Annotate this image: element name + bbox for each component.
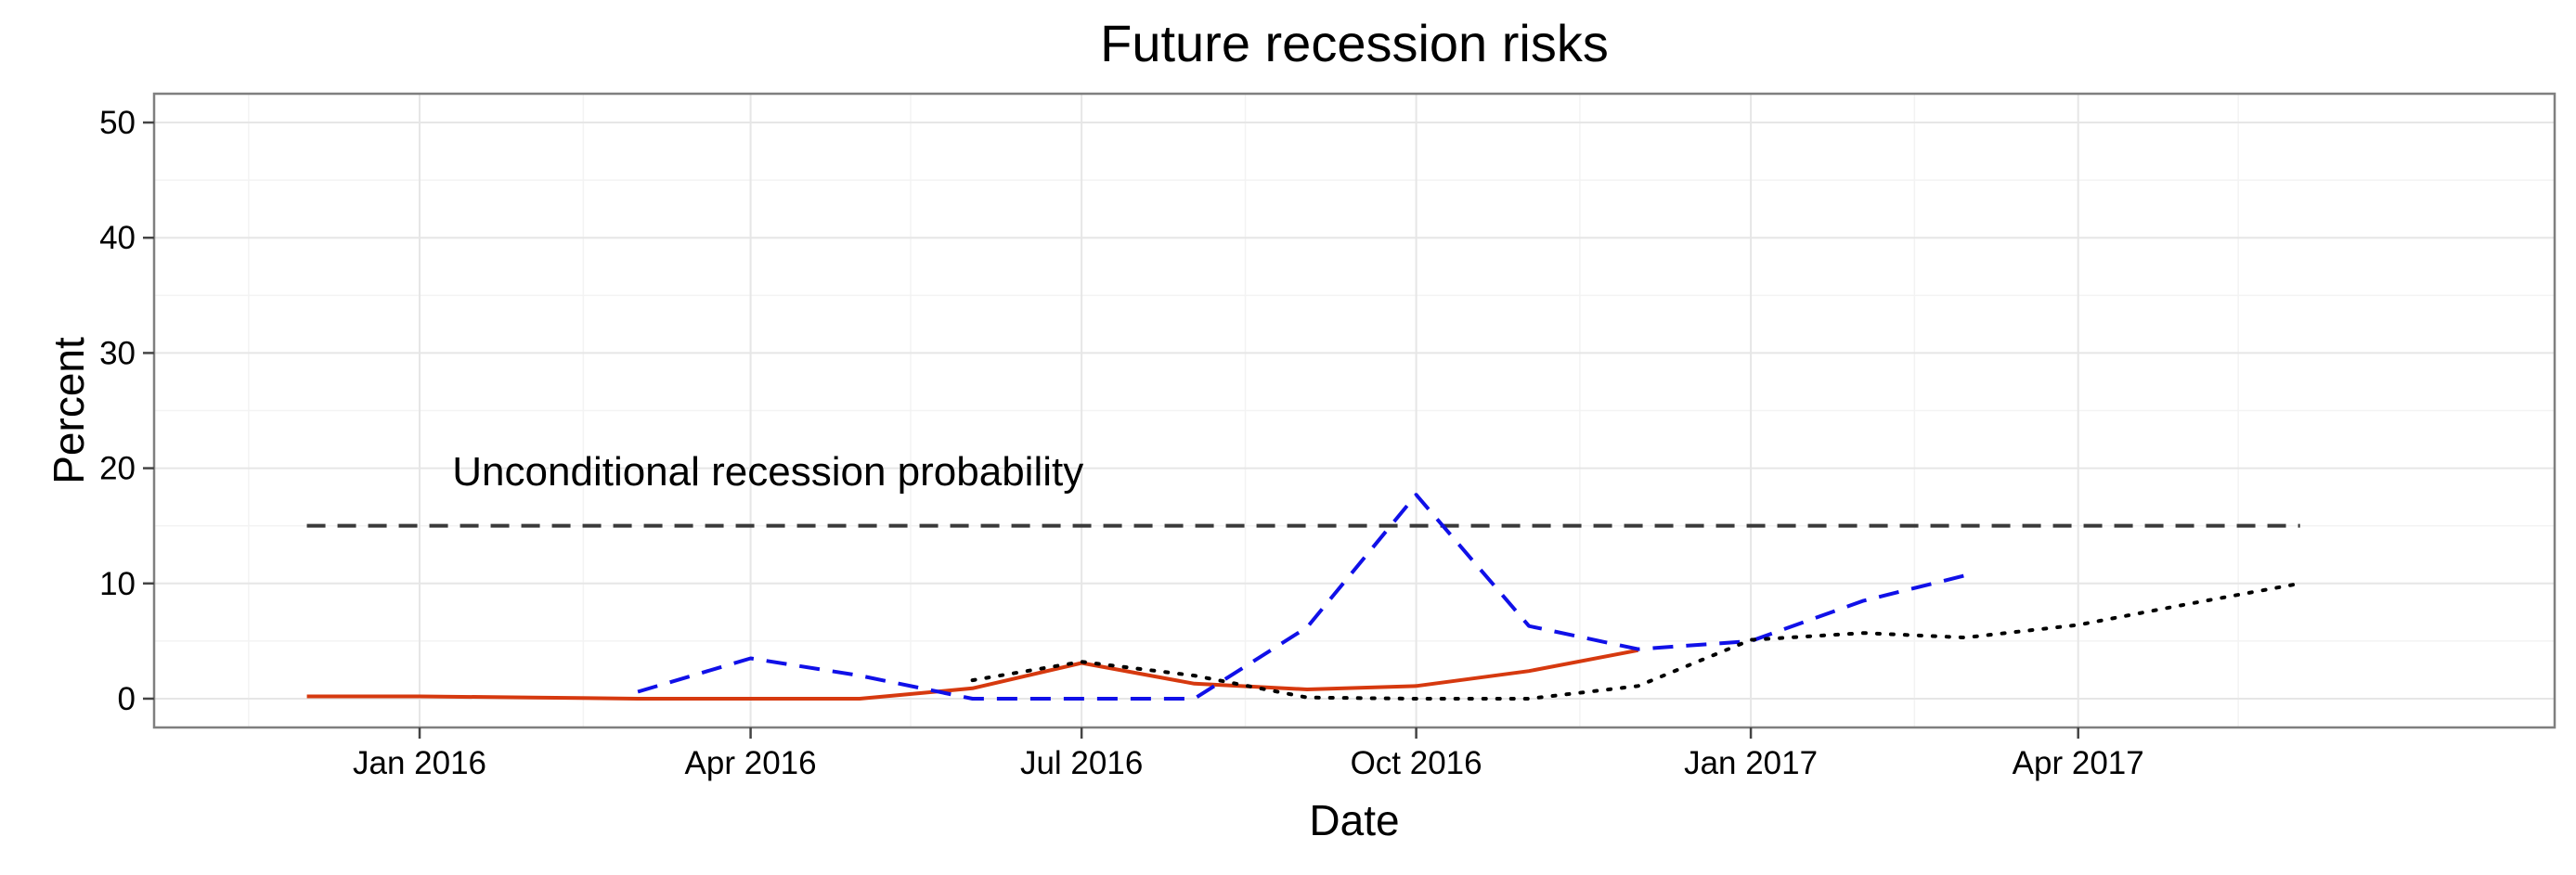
x-tick-label: Jul 2016 <box>1020 745 1143 781</box>
series-lines <box>306 493 2302 701</box>
series-line-dotted <box>970 581 2302 701</box>
x-tick-label: Apr 2016 <box>685 745 817 781</box>
y-tick-label: 40 <box>99 220 136 256</box>
annotation-label: Unconditional recession probability <box>452 449 1083 495</box>
y-tick-label: 20 <box>99 451 136 487</box>
y-tick-label: 10 <box>99 566 136 602</box>
x-tick-label: Apr 2017 <box>2013 745 2144 781</box>
chart-title: Future recession risks <box>1100 14 1609 72</box>
y-tick-label: 30 <box>99 335 136 371</box>
axes: 0 10 20 30 40 50 Jan 2016 Apr 2016 Jul 2016 Oct 2… <box>99 105 2144 781</box>
x-tick-label: Jan 2017 <box>1684 745 1818 781</box>
x-axis-title: Date <box>1309 796 1399 844</box>
y-axis-title: Percent <box>45 337 93 484</box>
y-tick-label: 0 <box>118 681 136 717</box>
x-tick-label: Oct 2016 <box>1351 745 1482 781</box>
y-tick-label: 50 <box>99 105 136 141</box>
series-line-solid <box>306 648 1638 701</box>
plot-border <box>152 92 2557 729</box>
x-tick-label: Jan 2016 <box>353 745 486 781</box>
